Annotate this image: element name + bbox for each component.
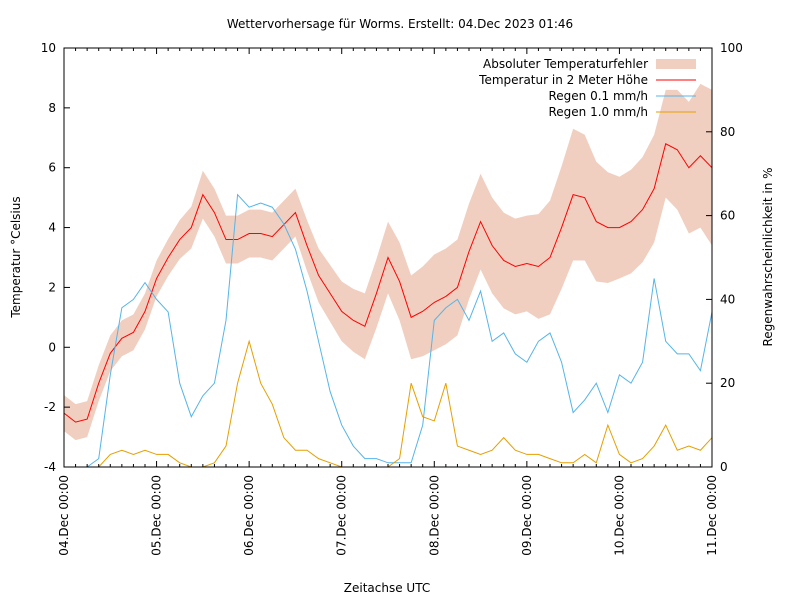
series-line-1	[64, 143, 712, 423]
chart-title: Wettervorhersage für Worms. Erstellt: 04…	[227, 17, 573, 31]
legend-label: Regen 0.1 mm/h	[548, 89, 648, 103]
y-tick-label: 4	[48, 221, 56, 235]
series-line-2	[64, 193, 712, 467]
plot-area	[64, 83, 712, 467]
error-band	[64, 83, 712, 441]
legend: Absoluter Temperaturfehler Temperatur in …	[478, 57, 696, 119]
x-tick-label: 09.Dec 00:00	[520, 475, 534, 556]
x-tick-label: 05.Dec 00:00	[150, 475, 164, 556]
x-tick-label: 04.Dec 00:00	[57, 475, 71, 556]
y2-tick-label: 0	[720, 460, 728, 474]
y-tick-label: 2	[48, 280, 56, 294]
y-tick-label: 10	[41, 41, 56, 55]
y2-tick-label: 60	[720, 209, 735, 223]
y2-tick-label: 20	[720, 376, 735, 390]
y2-tick-label: 40	[720, 292, 735, 306]
legend-label: Regen 1.0 mm/h	[548, 105, 648, 119]
y-tick-label: -2	[44, 400, 56, 414]
y-axis-label: Temperatur °Celsius	[9, 196, 23, 318]
legend-label: Absoluter Temperaturfehler	[483, 57, 648, 71]
y-tick-label: 8	[48, 101, 56, 115]
series-line-3	[64, 339, 712, 467]
legend-swatch	[656, 59, 696, 69]
x-axis-label: Zeitachse UTC	[344, 581, 430, 595]
legend-label: Temperatur in 2 Meter Höhe	[478, 73, 648, 87]
y2-tick-label: 80	[720, 125, 735, 139]
x-tick-label: 10.Dec 00:00	[612, 475, 626, 556]
y-tick-label: 6	[48, 161, 56, 175]
y2-tick-label: 100	[720, 41, 743, 55]
y2-axis-label: Regenwahrscheinlichkeit in %	[761, 167, 775, 346]
x-tick-label: 06.Dec 00:00	[242, 475, 256, 556]
x-tick-label: 08.Dec 00:00	[427, 475, 441, 556]
y-tick-label: 0	[48, 340, 56, 354]
x-tick-label: 07.Dec 00:00	[335, 475, 349, 556]
series-group	[64, 83, 712, 467]
y-tick-label: -4	[44, 460, 56, 474]
x-tick-label: 11.Dec 00:00	[705, 475, 719, 556]
